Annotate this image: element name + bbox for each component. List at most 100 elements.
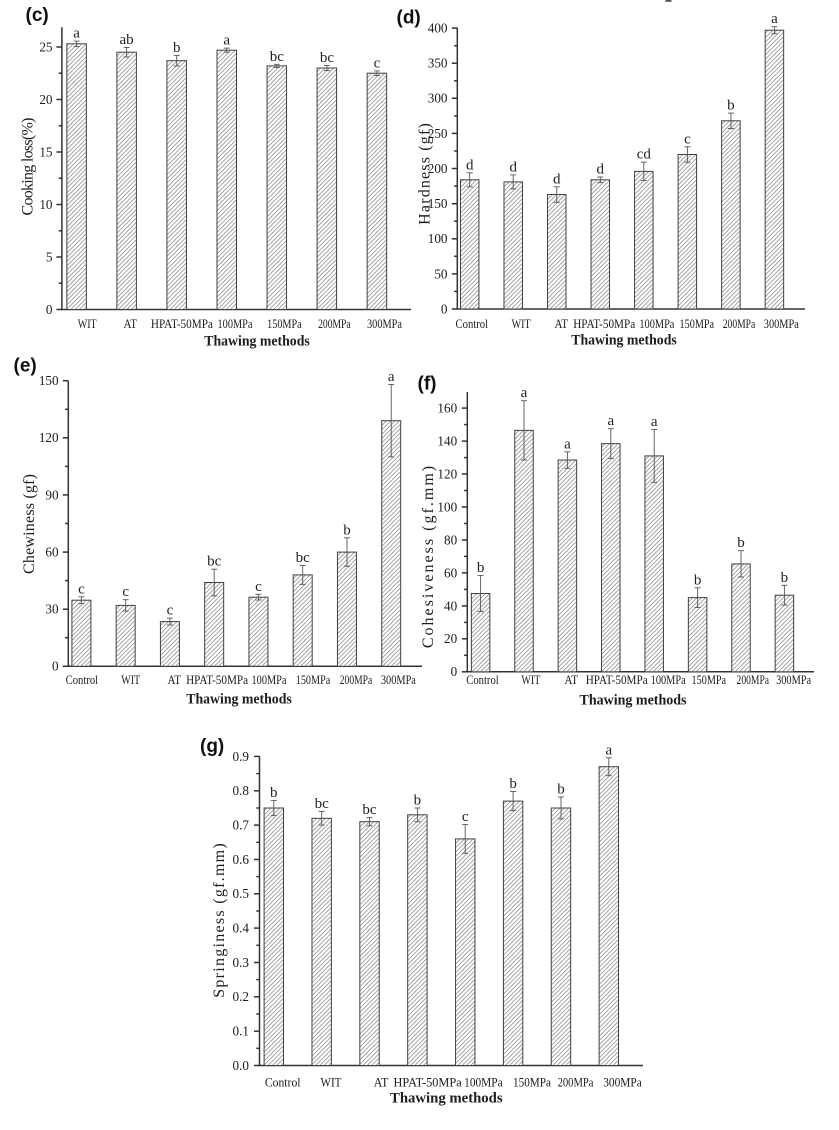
svg-text:Thawing methods: Thawing methods (186, 692, 292, 708)
svg-text:AT: AT (564, 672, 578, 687)
svg-text:0.9: 0.9 (233, 749, 250, 764)
svg-text:Cooking loss(%): Cooking loss(%) (20, 118, 37, 216)
svg-text:WIT: WIT (78, 316, 97, 331)
svg-text:300MPa: 300MPa (776, 672, 811, 687)
svg-text:100: 100 (428, 231, 448, 246)
svg-text:(c): (c) (26, 5, 49, 26)
svg-text:b: b (509, 776, 517, 792)
svg-text:0.7: 0.7 (233, 818, 250, 833)
svg-text:AT: AT (168, 672, 182, 687)
svg-text:80: 80 (444, 532, 458, 547)
svg-text:b: b (173, 40, 181, 56)
svg-text:c: c (122, 584, 129, 600)
svg-text:Springiness (gf.mm): Springiness (gf.mm) (211, 843, 228, 998)
svg-text:a: a (605, 742, 612, 758)
svg-text:0.1: 0.1 (233, 1024, 249, 1039)
svg-text:(f): (f) (418, 374, 437, 395)
svg-text:b: b (737, 535, 745, 551)
svg-text:0.5: 0.5 (233, 886, 250, 901)
svg-text:200MPa: 200MPa (340, 672, 373, 687)
svg-text:5: 5 (46, 249, 53, 264)
svg-text:0: 0 (52, 659, 59, 674)
svg-text:300MPa: 300MPa (603, 1074, 642, 1089)
svg-text:30: 30 (45, 602, 59, 617)
svg-text:20: 20 (39, 92, 53, 107)
svg-text:(e): (e) (14, 356, 37, 377)
svg-text:15: 15 (39, 144, 53, 159)
svg-text:WIT: WIT (521, 672, 540, 687)
svg-text:d: d (553, 171, 561, 187)
svg-text:150MPa: 150MPa (267, 316, 302, 331)
svg-text:200MPa: 200MPa (737, 672, 770, 687)
svg-text:d: d (466, 157, 474, 173)
svg-text:10: 10 (39, 197, 53, 212)
svg-text:300MPa: 300MPa (381, 672, 416, 687)
svg-text:a: a (388, 369, 395, 385)
svg-text:Control: Control (456, 316, 489, 331)
svg-text:0: 0 (441, 301, 448, 316)
svg-text:140: 140 (437, 434, 457, 449)
svg-text:c: c (255, 579, 262, 595)
svg-text:Control: Control (265, 1074, 301, 1089)
svg-text:60: 60 (45, 545, 59, 560)
svg-text:25: 25 (39, 39, 53, 54)
svg-text:Thawing methods: Thawing methods (204, 334, 310, 350)
svg-text:Thawing methods: Thawing methods (390, 1091, 503, 1107)
svg-text:120: 120 (437, 466, 457, 481)
svg-text:HPAT-50MPa: HPAT-50MPa (573, 316, 635, 331)
svg-text:c: c (374, 55, 381, 71)
svg-text:HPAT-50MPa: HPAT-50MPa (186, 672, 248, 687)
svg-text:200MPa: 200MPa (723, 316, 756, 331)
svg-text:a: a (607, 413, 614, 429)
svg-text:40: 40 (444, 598, 458, 613)
svg-text:bc: bc (320, 50, 335, 66)
svg-text:a: a (73, 26, 80, 42)
svg-text:a: a (223, 33, 230, 49)
svg-text:c: c (78, 581, 85, 597)
svg-text:a: a (651, 414, 658, 430)
svg-text:400: 400 (428, 21, 448, 36)
svg-text:Thawing methods: Thawing methods (571, 333, 677, 349)
svg-text:200: 200 (428, 161, 448, 176)
svg-text:d: d (597, 162, 605, 178)
svg-text:bc: bc (296, 550, 311, 566)
svg-text:a: a (521, 385, 528, 401)
svg-text:160: 160 (437, 401, 457, 416)
svg-text:200MPa: 200MPa (318, 316, 351, 331)
svg-text:Chewiness (gf): Chewiness (gf) (21, 474, 38, 574)
svg-text:300MPa: 300MPa (764, 316, 799, 331)
svg-text:150MPa: 150MPa (513, 1074, 551, 1089)
svg-text:0.4: 0.4 (233, 921, 250, 936)
svg-text:(g): (g) (200, 736, 224, 757)
svg-text:0.0: 0.0 (233, 1058, 250, 1073)
svg-text:Control: Control (466, 672, 499, 687)
svg-text:WIT: WIT (321, 1074, 342, 1089)
svg-text:150MPa: 150MPa (296, 672, 331, 687)
svg-text:b: b (781, 570, 789, 586)
svg-text:bc: bc (207, 554, 222, 570)
svg-text:250: 250 (428, 126, 448, 141)
svg-text:Hardness (gf): Hardness (gf) (417, 123, 434, 225)
svg-text:WIT: WIT (512, 316, 531, 331)
svg-text:20: 20 (444, 631, 458, 646)
svg-text:Cohesiveness (gf.mm): Cohesiveness (gf.mm) (420, 466, 437, 648)
svg-text:200MPa: 200MPa (558, 1074, 594, 1089)
svg-text:b: b (414, 793, 422, 809)
svg-text:100MPa: 100MPa (218, 316, 253, 331)
svg-text:AT: AT (554, 316, 568, 331)
svg-text:(d): (d) (397, 8, 421, 29)
svg-text:cd: cd (637, 147, 652, 163)
svg-text:AT: AT (374, 1074, 389, 1089)
svg-text:150: 150 (428, 196, 448, 211)
svg-text:c: c (167, 603, 174, 619)
svg-text:HPAT-50MPa: HPAT-50MPa (151, 316, 213, 331)
svg-text:300MPa: 300MPa (367, 316, 402, 331)
svg-text:0.3: 0.3 (233, 955, 250, 970)
svg-text:c: c (462, 809, 469, 825)
svg-text:b: b (477, 560, 485, 576)
svg-text:60: 60 (444, 565, 458, 580)
svg-text:0: 0 (46, 302, 53, 317)
svg-text:a: a (771, 11, 778, 27)
svg-text:0.2: 0.2 (233, 989, 249, 1004)
svg-text:b: b (727, 98, 735, 114)
